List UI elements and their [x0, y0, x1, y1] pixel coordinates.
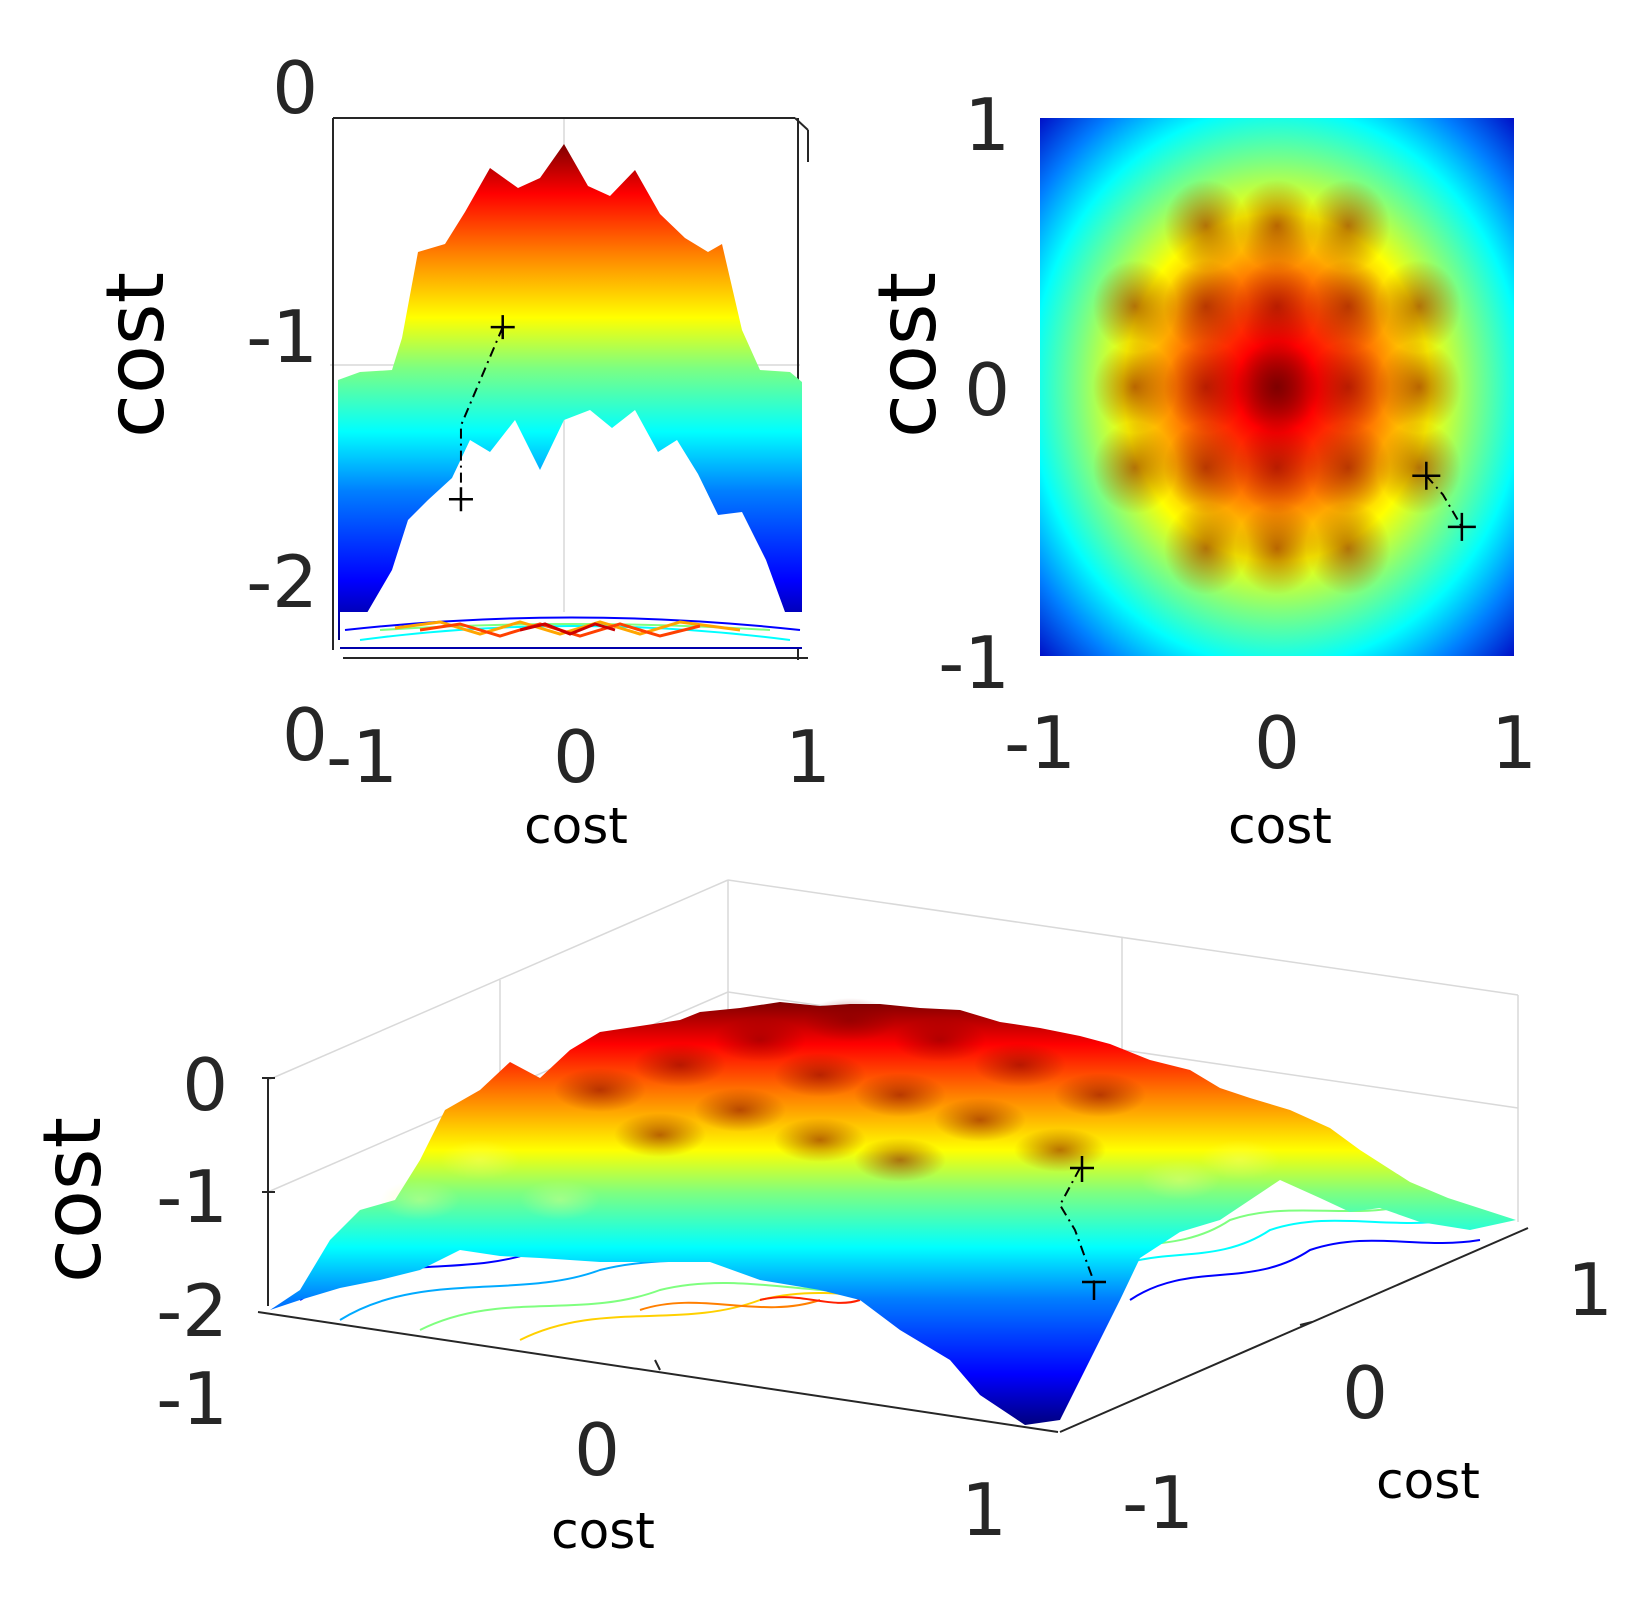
surface-3d-bump — [380, 1180, 460, 1220]
top-heatmap-bump — [1235, 341, 1319, 433]
top-x-tick-0: 0 — [1254, 701, 1300, 785]
side-path-start-marker — [490, 315, 515, 340]
surface-3d-bump — [694, 1088, 786, 1132]
side-view-panel: 0 -1 -2 0 -1 0 1 cost cost — [89, 46, 831, 855]
side-x-label: cost — [524, 797, 628, 855]
top-path-line — [1425, 475, 1463, 528]
top-heatmap-bump — [1163, 260, 1248, 353]
surface-3d-x-axis — [257, 1311, 1059, 1433]
surface-3d-bumps — [380, 998, 1280, 1220]
top-x-tick-neg1: -1 — [1004, 701, 1076, 785]
s3d-x-tick-0: 0 — [574, 1408, 620, 1492]
top-view-panel: 1 0 -1 -1 0 1 cost cost — [861, 83, 1537, 855]
side-y-label: cost — [89, 272, 182, 438]
top-heatmap-bump — [1377, 341, 1462, 433]
side-x-tick-0: 0 — [553, 715, 599, 799]
side-z-tick-0: 0 — [272, 46, 318, 130]
top-heatmap-bump — [1377, 421, 1462, 514]
surface-3d-path-end-marker — [1082, 1280, 1106, 1300]
s3d-x-tick-1: 1 — [961, 1468, 1007, 1552]
top-heatmap-bump — [1306, 341, 1391, 433]
top-heatmap-bump — [1306, 260, 1391, 353]
top-y-tick-neg1: -1 — [938, 621, 1010, 705]
s3d-x-tick-neg1: -1 — [156, 1357, 228, 1441]
top-heatmap-bump — [1306, 179, 1391, 272]
side-surface — [338, 144, 802, 640]
surface-3d-bump — [894, 1018, 986, 1062]
s3d-x-label: cost — [551, 1502, 655, 1560]
surface-3d-bump — [520, 1180, 600, 1220]
surface-3d-panel: 0 -1 -2 -1 0 1 -1 0 1 cost cost cost — [26, 879, 1613, 1560]
side-path-line — [459, 326, 504, 500]
surface-3d-bump — [1014, 1128, 1106, 1172]
surface-3d-bump — [1054, 1073, 1146, 1117]
surface-3d-bump — [774, 1118, 866, 1162]
top-y-tick-0: 0 — [964, 348, 1010, 432]
top-heatmap-bump — [1092, 341, 1177, 433]
top-heatmap-bump — [1235, 502, 1319, 595]
s3d-z-tick-neg1: -1 — [156, 1155, 228, 1239]
top-heatmap-bump — [1163, 341, 1248, 433]
side-optim-path — [448, 315, 515, 512]
surface-3d-bump — [774, 1053, 866, 1097]
top-optim-path — [1412, 461, 1476, 541]
surface-3d-bump — [1140, 1160, 1220, 1200]
surface-3d-bump — [854, 1073, 946, 1117]
s3d-z-tick-0: 0 — [182, 1043, 228, 1127]
surface-3d-optim-path — [1058, 1156, 1106, 1300]
top-heatmap-bump — [1377, 260, 1462, 353]
side-frame-corner — [794, 117, 809, 131]
top-path-end-marker — [1447, 512, 1476, 541]
side-z-tick-neg2: -2 — [246, 540, 318, 624]
surface-3d-bump — [614, 1113, 706, 1157]
side-contour-band — [340, 612, 802, 649]
top-heatmap-bump — [1163, 502, 1248, 595]
surface-3d-bump — [554, 1068, 646, 1112]
side-path-end-marker — [448, 487, 473, 512]
top-heatmap-bump — [1092, 421, 1177, 514]
top-heatmap-bump — [1235, 421, 1319, 514]
surface-3d-bump — [934, 1098, 1026, 1142]
surface-3d-y-axis — [1059, 1227, 1529, 1433]
top-heatmap-bump — [1235, 260, 1319, 353]
top-heatmap-bump — [1306, 421, 1391, 514]
s3d-z-label: cost — [26, 1117, 119, 1283]
s3d-y-tick-0: 0 — [1342, 1351, 1388, 1435]
surface-3d-bump — [440, 1140, 520, 1180]
top-heatmap-bump — [1235, 179, 1319, 272]
top-y-label: cost — [861, 272, 954, 438]
s3d-z-tick-neg2: -2 — [156, 1269, 228, 1353]
s3d-y-tick-1: 1 — [1567, 1248, 1613, 1332]
top-y-tick-1: 1 — [964, 83, 1010, 167]
top-x-tick-1: 1 — [1491, 701, 1537, 785]
side-x-tick-1: 1 — [785, 715, 831, 799]
surface-3d-bump — [974, 1043, 1066, 1087]
top-path-start-marker — [1412, 461, 1441, 490]
top-heatmap-bump — [1092, 260, 1177, 353]
top-heatmap-bump — [1306, 502, 1391, 595]
s3d-y-tick-neg1: -1 — [1122, 1461, 1194, 1545]
surface-3d-bump — [854, 1138, 946, 1182]
surface-3d-bump — [714, 1018, 806, 1062]
surface-3d-bump — [1200, 1140, 1280, 1180]
side-x-tick-neg1: -1 — [326, 715, 398, 799]
top-heatmap-bump — [1163, 179, 1248, 272]
s3d-y-label: cost — [1376, 1452, 1480, 1510]
top-heatmap-bump — [1163, 421, 1248, 514]
side-z-tick-neg1: -1 — [246, 295, 318, 379]
top-x-label: cost — [1228, 797, 1332, 855]
surface-3d-bump — [634, 1043, 726, 1087]
surface-3d-path-start-marker — [1070, 1156, 1094, 1182]
surface-3d-bump — [804, 998, 896, 1042]
side-extra-tick: 0 — [282, 693, 328, 777]
top-heatmap-bumps — [1092, 179, 1462, 595]
